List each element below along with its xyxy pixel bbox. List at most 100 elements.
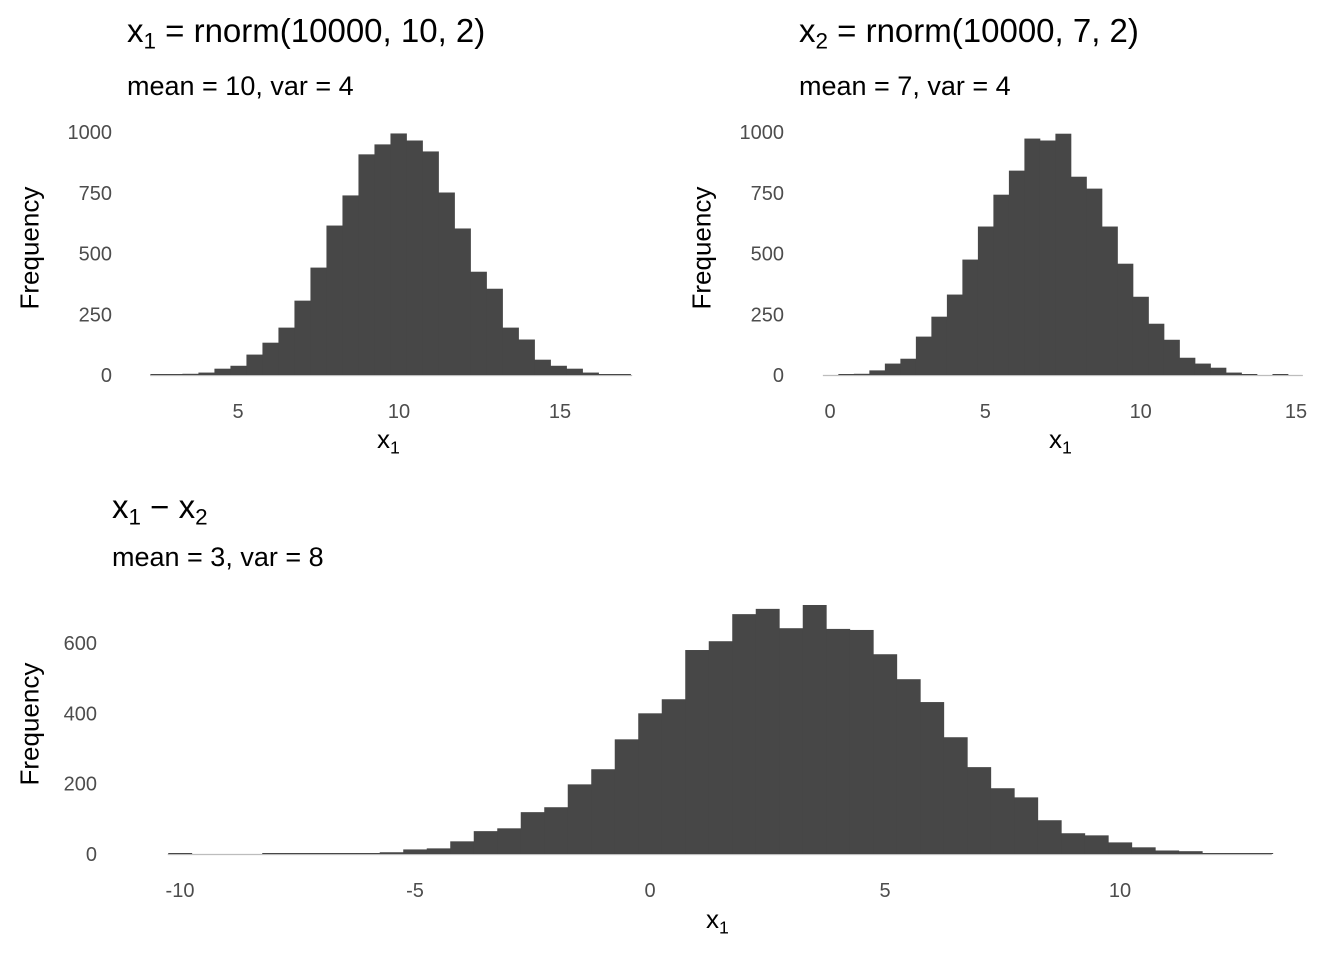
histogram-bar	[732, 614, 757, 854]
histogram-bar	[967, 767, 992, 854]
histogram-bar	[853, 373, 870, 375]
chart-2-x-axis-title: x1	[1049, 424, 1072, 458]
histogram-bar	[566, 368, 583, 375]
x-tick-label: 15	[549, 401, 571, 423]
histogram-bar	[873, 654, 898, 854]
histogram-bar	[326, 225, 343, 375]
histogram-bar	[1210, 367, 1227, 375]
histogram-bar	[1037, 820, 1062, 854]
y-tick-label: 600	[64, 633, 97, 655]
histogram-bar	[166, 374, 183, 375]
x-tick-label: 0	[824, 401, 835, 423]
y-tick-label: 1000	[740, 122, 785, 144]
x-tick-label: 10	[1130, 401, 1152, 423]
histogram-bar	[502, 327, 519, 375]
histogram-bar	[598, 374, 615, 375]
histogram-bar	[379, 852, 404, 854]
histogram-bar	[1131, 847, 1156, 854]
histogram-bar	[896, 679, 921, 854]
title-rest: = rnorm(10000, 10, 2)	[155, 12, 486, 49]
histogram-bar	[518, 339, 535, 375]
x-label-var: x	[377, 424, 390, 454]
histogram-bar	[230, 365, 247, 375]
y-tick-label: 0	[101, 365, 112, 387]
chart-3-subtitle: mean = 3, var = 8	[112, 542, 324, 572]
title-subscript: 1	[128, 504, 141, 530]
histogram-bar	[486, 288, 503, 375]
title-var: x	[127, 12, 144, 49]
histogram-bar	[1086, 188, 1103, 375]
y-tick-label: 250	[79, 304, 112, 326]
x-label-subscript: 1	[1062, 437, 1072, 458]
histogram-bar	[1194, 363, 1211, 375]
histogram-bar	[638, 713, 663, 854]
histogram-bar	[168, 853, 193, 854]
histogram-bar	[1241, 374, 1258, 375]
histogram-bar	[1132, 296, 1149, 375]
histogram-bar	[661, 699, 686, 854]
title-var: x	[112, 488, 129, 525]
chart-2-subtitle: mean = 7, var = 4	[799, 71, 1011, 101]
y-tick-label: 0	[773, 365, 784, 387]
histogram-bar	[332, 853, 357, 854]
histogram-bar	[390, 133, 407, 375]
y-tick-label: 500	[79, 244, 112, 266]
histogram-bar	[278, 327, 295, 375]
histogram-bar	[246, 354, 263, 375]
histogram-bar	[473, 831, 498, 854]
y-tick-label: 200	[64, 774, 97, 796]
title-subscript: 1	[143, 28, 156, 54]
histogram-bar	[262, 342, 279, 375]
x-tick-label: 15	[1285, 401, 1307, 423]
histogram-bar	[779, 628, 804, 854]
x-tick-label: 10	[1109, 880, 1131, 902]
histogram-bar	[1202, 853, 1227, 854]
histogram-bar	[454, 228, 471, 375]
histogram-bar	[1101, 226, 1118, 375]
x-label-var: x	[1049, 424, 1062, 454]
histogram-bar	[915, 336, 932, 375]
chart-3-title: x1 − x2	[112, 488, 208, 528]
histogram-bar	[1008, 170, 1025, 375]
histogram-bar	[1179, 357, 1196, 375]
x-tick-label: -10	[166, 880, 195, 902]
histogram-bar	[826, 628, 851, 854]
histogram-bar	[406, 140, 423, 375]
histogram-bar	[802, 604, 827, 854]
histogram-bar	[450, 841, 475, 854]
histogram-bar	[849, 629, 874, 854]
x-tick-label: 10	[388, 401, 410, 423]
histogram-bar	[1225, 372, 1242, 375]
histogram-bar	[262, 853, 287, 854]
title-subscript-2: 2	[195, 504, 208, 530]
histogram-bar	[310, 267, 327, 375]
x-label-subscript: 1	[390, 437, 400, 458]
histogram-bar	[884, 363, 901, 375]
histogram-bar	[1272, 374, 1289, 375]
histogram-bar	[614, 374, 631, 375]
x-tick-label: 5	[232, 401, 243, 423]
chart-3-x-axis-title: x1	[706, 904, 729, 936]
histogram-bar	[1117, 263, 1134, 375]
histogram-bar	[198, 372, 215, 375]
histogram-bar	[1024, 138, 1041, 375]
title-rest: = rnorm(10000, 7, 2)	[827, 12, 1139, 49]
histogram-bar	[1014, 797, 1039, 854]
title-var: x	[799, 12, 816, 49]
histogram-bar	[214, 368, 231, 375]
histogram-bar	[567, 784, 592, 854]
title-subscript: 2	[815, 28, 828, 54]
histogram-bar	[1061, 833, 1086, 854]
histogram-bar	[550, 365, 567, 375]
histogram-bar	[977, 226, 994, 375]
chart-1-subtitle: mean = 10, var = 4	[127, 71, 354, 101]
chart-1-title: x1 = rnorm(10000, 10, 2)	[127, 12, 486, 52]
histogram-bar	[374, 144, 391, 375]
title-var-2: x	[178, 488, 196, 525]
histogram-bar	[962, 259, 979, 375]
histogram-bar	[1148, 323, 1165, 375]
histogram-bar	[900, 358, 917, 375]
y-tick-label: 750	[79, 183, 112, 205]
x-tick-label: 0	[644, 880, 655, 902]
